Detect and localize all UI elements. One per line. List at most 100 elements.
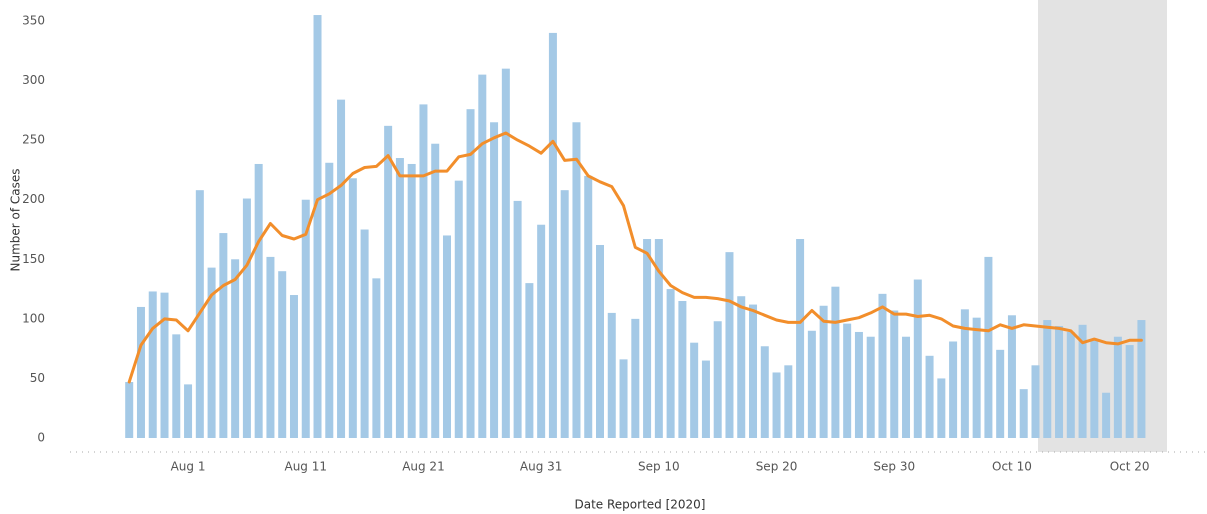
- bar: [442, 235, 451, 438]
- bar: [996, 349, 1005, 438]
- bar: [878, 293, 887, 438]
- bar: [160, 292, 169, 438]
- bar: [819, 305, 828, 438]
- bar: [678, 300, 687, 438]
- bar: [807, 330, 816, 438]
- bar: [796, 239, 805, 438]
- bar: [454, 180, 463, 438]
- bar: [184, 384, 193, 438]
- bar: [348, 178, 357, 439]
- bar: [231, 259, 240, 438]
- x-tick-label: Aug 11: [284, 460, 327, 474]
- bar: [713, 321, 722, 438]
- y-tick-label: 150: [22, 252, 45, 266]
- x-tick-label: Aug 1: [171, 460, 206, 474]
- bar: [725, 252, 734, 438]
- bar: [631, 318, 640, 438]
- bar: [843, 323, 852, 438]
- bar: [596, 244, 604, 438]
- x-tick-label: Sep 30: [873, 460, 915, 474]
- bar: [572, 122, 581, 439]
- bar: [313, 15, 322, 439]
- bar: [984, 256, 993, 438]
- bar: [372, 278, 381, 438]
- bar: [384, 125, 393, 439]
- bar: [478, 74, 487, 438]
- y-tick-label: 0: [37, 431, 45, 445]
- bar: [360, 229, 369, 438]
- bar: [219, 233, 228, 438]
- bar: [913, 279, 922, 438]
- bar: [654, 239, 663, 438]
- bar: [902, 336, 911, 438]
- bar: [136, 306, 145, 438]
- bar: [301, 199, 310, 438]
- x-tick-label: Aug 31: [520, 460, 563, 474]
- x-tick-label: Oct 20: [1110, 460, 1150, 474]
- bar: [254, 163, 263, 438]
- bar: [1019, 389, 1028, 438]
- bar: [619, 359, 628, 438]
- x-tick-label: Sep 20: [756, 460, 798, 474]
- bar: [584, 175, 593, 438]
- bar: [125, 382, 134, 438]
- bar: [560, 190, 569, 438]
- y-tick-label: 350: [22, 14, 45, 28]
- bar: [1113, 336, 1122, 438]
- bar: [537, 224, 546, 438]
- bar: [960, 309, 969, 438]
- y-tick-label: 300: [22, 73, 45, 87]
- y-tick-label: 200: [22, 192, 45, 206]
- bar: [854, 331, 863, 438]
- bar: [607, 312, 616, 438]
- bar: [760, 346, 769, 438]
- bar: [701, 360, 710, 438]
- bar: [1066, 331, 1075, 438]
- bar: [925, 355, 934, 438]
- bar: [1090, 340, 1099, 438]
- bar: [737, 296, 746, 438]
- bar: [1031, 365, 1040, 438]
- y-tick-label: 100: [22, 311, 45, 325]
- bar: [1043, 320, 1052, 438]
- bar: [278, 271, 287, 438]
- bar: [1055, 326, 1064, 438]
- x-tick-label: Aug 21: [402, 460, 445, 474]
- x-axis-title: Date Reported [2020]: [575, 498, 706, 512]
- bar: [1007, 315, 1016, 438]
- bar: [1102, 392, 1111, 438]
- bar: [419, 104, 428, 439]
- bar: [690, 342, 699, 438]
- bar: [466, 109, 475, 438]
- bar: [407, 163, 416, 438]
- bar: [525, 283, 534, 438]
- y-axis-title: Number of Cases: [9, 168, 23, 271]
- bar: [501, 68, 510, 439]
- bar: [831, 286, 840, 438]
- bar: [431, 143, 440, 438]
- y-tick-label: 50: [30, 371, 45, 385]
- bar: [207, 267, 216, 438]
- bar: [1125, 345, 1134, 438]
- bar: [242, 198, 251, 438]
- trend-line: [127, 131, 1143, 384]
- bar: [172, 334, 181, 438]
- x-tick-label: Oct 10: [992, 460, 1032, 474]
- bar: [548, 32, 557, 439]
- bar: [395, 158, 404, 438]
- bar: [1137, 320, 1146, 438]
- bar: [513, 200, 522, 438]
- bar: [937, 378, 946, 438]
- bar: [890, 310, 899, 438]
- x-tick-label: Sep 10: [638, 460, 680, 474]
- bar: [325, 162, 334, 438]
- bar: [289, 295, 298, 438]
- bar: [749, 304, 758, 438]
- bar: [784, 365, 793, 438]
- y-tick-label: 250: [22, 133, 45, 147]
- bar: [643, 239, 652, 438]
- plot: 0 50 100 150 200 250 300 350 Aug 1 Aug 11 Aug 21 Au…: [22, 14, 1149, 474]
- bar: [972, 317, 981, 438]
- bar: [266, 256, 275, 438]
